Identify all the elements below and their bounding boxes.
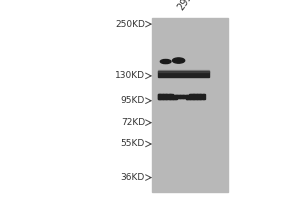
Bar bbox=[198, 94, 199, 99]
Bar bbox=[158, 71, 209, 77]
Bar bbox=[197, 94, 198, 99]
Bar bbox=[164, 94, 165, 99]
Bar bbox=[165, 94, 167, 99]
Bar bbox=[163, 94, 164, 99]
Bar bbox=[178, 95, 180, 98]
Bar bbox=[190, 94, 191, 99]
Bar bbox=[166, 94, 167, 99]
Bar bbox=[203, 94, 205, 99]
Text: 293: 293 bbox=[176, 0, 194, 12]
Text: 95KD: 95KD bbox=[121, 96, 145, 105]
Text: 250KD: 250KD bbox=[115, 20, 145, 29]
Bar bbox=[158, 94, 159, 99]
Bar bbox=[169, 94, 170, 99]
Bar bbox=[185, 95, 187, 99]
Bar bbox=[200, 94, 201, 99]
Bar bbox=[189, 95, 190, 99]
Bar bbox=[196, 94, 198, 99]
Bar bbox=[169, 94, 171, 99]
Bar bbox=[193, 94, 194, 99]
Bar bbox=[187, 95, 188, 99]
Bar bbox=[202, 94, 203, 99]
Bar bbox=[186, 95, 188, 99]
Bar bbox=[172, 95, 174, 99]
Bar bbox=[195, 94, 196, 99]
Bar bbox=[178, 95, 179, 98]
Bar bbox=[167, 94, 168, 99]
Bar bbox=[176, 95, 178, 98]
Bar bbox=[179, 95, 181, 98]
Bar bbox=[189, 94, 190, 99]
Bar bbox=[165, 94, 166, 99]
Bar bbox=[176, 95, 177, 99]
Bar bbox=[168, 94, 169, 99]
Bar bbox=[185, 95, 186, 98]
Bar bbox=[201, 94, 202, 99]
Bar bbox=[183, 95, 184, 98]
Bar bbox=[202, 94, 204, 99]
Bar bbox=[182, 95, 183, 98]
Bar bbox=[152, 18, 228, 192]
Ellipse shape bbox=[160, 59, 171, 64]
Bar bbox=[184, 95, 185, 98]
Bar bbox=[159, 94, 160, 99]
Bar bbox=[171, 94, 172, 99]
Text: 130KD: 130KD bbox=[115, 71, 145, 80]
Bar bbox=[182, 95, 184, 98]
Bar bbox=[177, 95, 178, 98]
Bar bbox=[194, 94, 195, 99]
Bar bbox=[191, 94, 192, 99]
Bar bbox=[170, 94, 171, 99]
Bar bbox=[161, 94, 162, 99]
Bar bbox=[199, 94, 200, 99]
Bar bbox=[188, 95, 189, 99]
Bar bbox=[158, 94, 160, 99]
Bar bbox=[162, 94, 164, 99]
Bar bbox=[160, 94, 161, 99]
Bar bbox=[180, 95, 182, 98]
Bar bbox=[193, 94, 194, 99]
Text: 36KD: 36KD bbox=[121, 173, 145, 182]
Bar bbox=[175, 95, 176, 99]
Bar bbox=[172, 94, 173, 99]
Bar bbox=[173, 95, 174, 99]
Bar bbox=[200, 94, 202, 99]
Bar bbox=[192, 94, 193, 99]
Bar bbox=[174, 95, 175, 99]
Text: 55KD: 55KD bbox=[121, 139, 145, 148]
Bar bbox=[158, 70, 209, 72]
Bar bbox=[162, 94, 163, 99]
Bar bbox=[181, 95, 182, 98]
Text: 72KD: 72KD bbox=[121, 118, 145, 127]
Bar bbox=[196, 94, 197, 99]
Ellipse shape bbox=[172, 58, 185, 63]
